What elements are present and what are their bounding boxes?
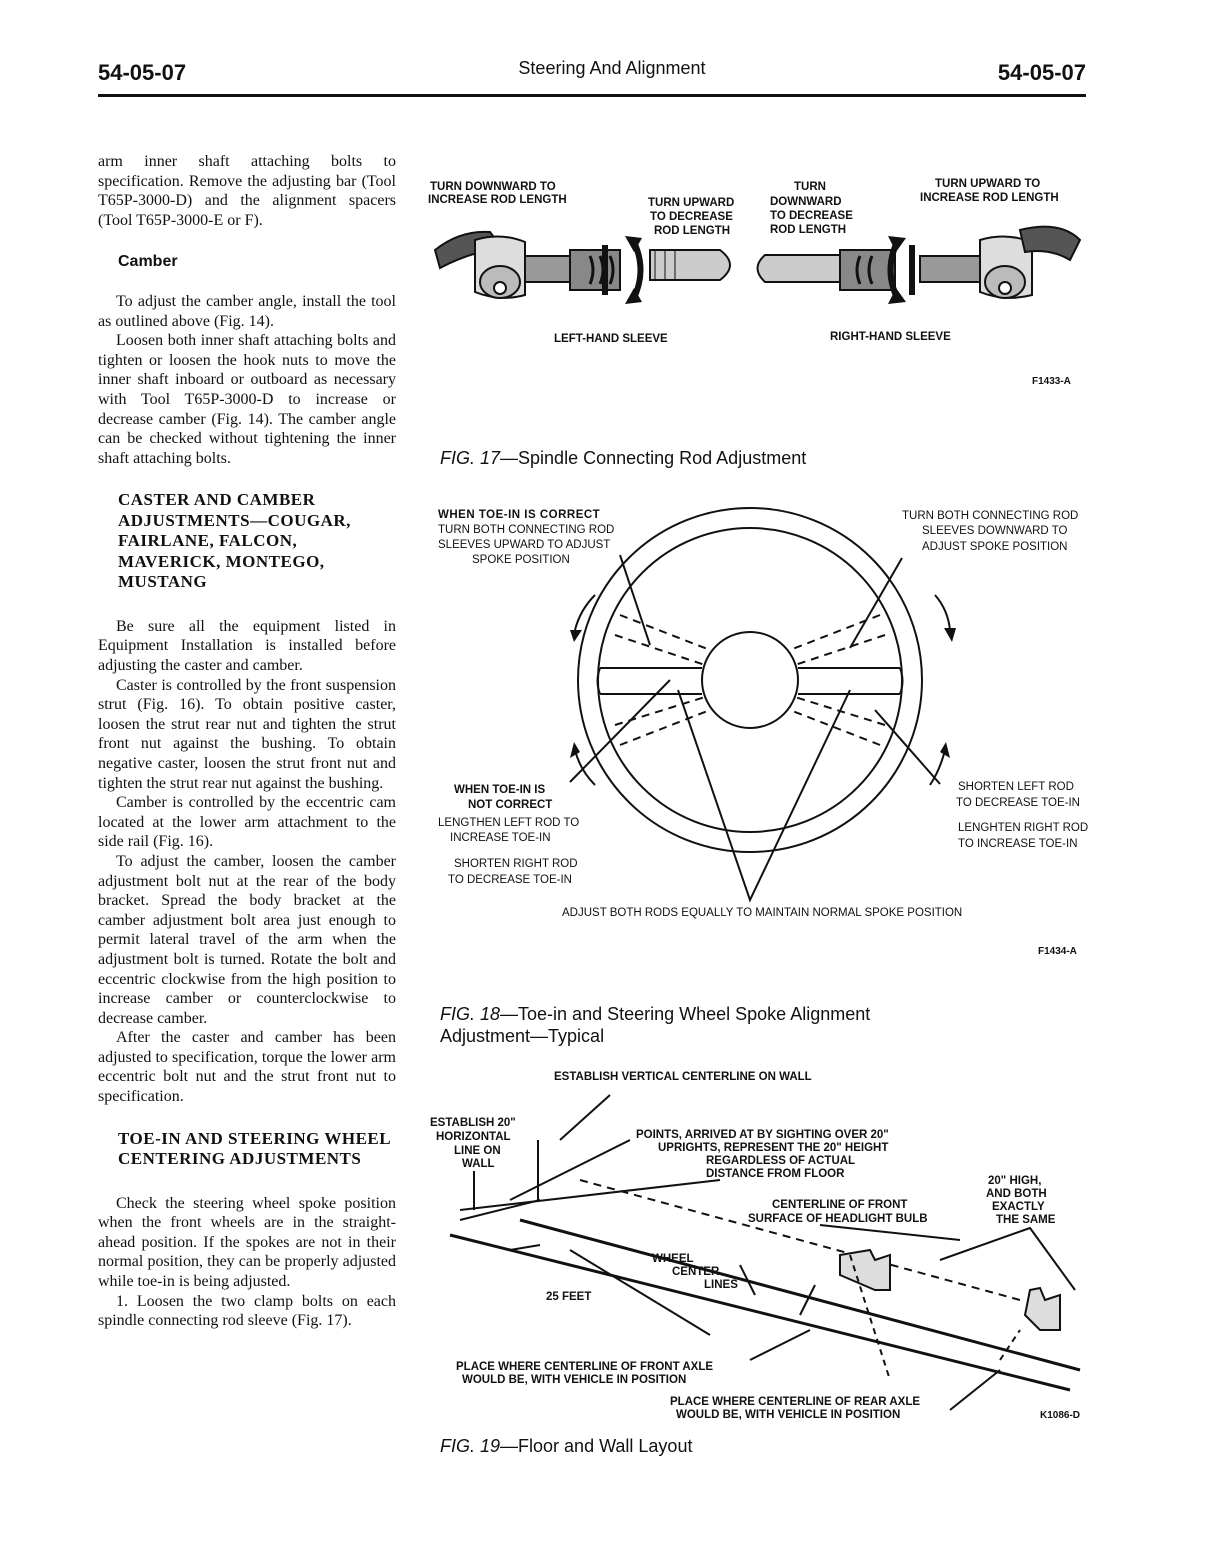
rotation-arrow-right [887,236,915,304]
fig-caption-text: —Spindle Connecting Rod Adjustment [500,448,807,468]
fig19-label: WOULD BE, WITH VEHICLE IN POSITION [676,1409,900,1421]
fig17-label: TURN DOWNWARD TO [430,181,556,193]
fig18-label: TO INCREASE TOE-IN [958,838,1078,850]
page-number-left: 54-05-07 [98,60,187,85]
paragraph: Loosen both inner shaft attaching bolts … [98,332,396,467]
fig19-label: REGARDLESS OF ACTUAL [706,1155,855,1167]
paragraph: To adjust the camber, loosen the camber … [98,852,396,1027]
fig18-label: LENGTHEN LEFT ROD TO [438,817,579,829]
right-hand-sleeve-label: RIGHT-HAND SLEEVE [830,331,951,343]
fig19-label: 20" HIGH, [988,1175,1041,1187]
paragraph: Camber is controlled by the eccentric ca… [98,794,396,851]
fig17-label: TURN [794,181,826,193]
fig19-label: PLACE WHERE CENTERLINE OF REAR AXLE [670,1396,920,1408]
fig17-label: INCREASE ROD LENGTH [920,192,1059,204]
fig17-caption: FIG. 17—Spindle Connecting Rod Adjustmen… [440,448,806,469]
fig19-caption: FIG. 19—Floor and Wall Layout [440,1436,692,1457]
fig19-label: HORIZONTAL [436,1131,511,1143]
fig19-label: LINE ON [454,1145,501,1157]
page-number-right: 54-05-07 [997,60,1086,85]
fig18-label: SHORTEN LEFT ROD [958,781,1074,793]
fig17-label: ROD LENGTH [654,225,730,237]
fig18-steering-wheel: WHEN TOE-IN IS CORRECT TURN BOTH CONNECT… [438,507,1088,957]
figure-code: F1434-A [1038,946,1077,957]
fig19-label: WHEEL [652,1253,694,1265]
figure-code: F1433-A [1032,376,1071,387]
fig18-label: WHEN TOE-IN IS CORRECT [438,509,600,521]
fig17-label: TO DECREASE [770,210,853,222]
fig18-label: TO DECREASE TOE-IN [448,874,572,886]
fig17-label: TURN UPWARD [648,197,734,209]
fig-number: FIG. 19 [440,1436,501,1456]
fig17-label: TURN UPWARD TO [935,178,1040,190]
fig-caption-text: —Floor and Wall Layout [500,1436,693,1456]
paragraph: To adjust the camber angle, install the … [98,292,396,330]
fig19-floor-wall-layout: ESTABLISH VERTICAL CENTERLINE ON WALL ES… [430,1071,1081,1421]
fig17-label: INCREASE ROD LENGTH [428,194,567,206]
fig19-label: POINTS, ARRIVED AT BY SIGHTING OVER 20" [636,1129,889,1141]
rotation-arrows [570,594,956,786]
fig19-label: AND BOTH [986,1188,1047,1200]
fig-number: FIG. 17 [440,448,501,468]
fig17-label: ROD LENGTH [770,224,846,236]
fig18-label: SHORTEN RIGHT ROD [454,858,578,870]
fig18-label: SPOKE POSITION [472,554,570,566]
fig19-label: WOULD BE, WITH VEHICLE IN POSITION [462,1374,686,1386]
header-rule [98,94,1086,97]
fig-caption-text: Adjustment—Typical [440,1026,605,1046]
fig18-label: ADJUST SPOKE POSITION [922,541,1068,553]
left-sleeve-drawing [433,230,731,299]
fig18-label: TO DECREASE TOE-IN [956,797,1080,809]
fig18-label: SLEEVES DOWNWARD TO [922,525,1068,537]
fig19-label: PLACE WHERE CENTERLINE OF FRONT AXLE [456,1361,713,1373]
fig-caption-text: —Toe-in and Steering Wheel Spoke Alignme… [500,1004,871,1024]
paragraph: 1. Loosen the two clamp bolts on each sp… [98,1292,396,1330]
fig19-label: SURFACE OF HEADLIGHT BULB [748,1213,928,1225]
paragraph: After the caster and camber has been adj… [98,1029,396,1106]
heading-camber: Camber [118,253,178,271]
fig19-label: EXACTLY [992,1201,1045,1213]
fig19-label: THE SAME [996,1214,1056,1226]
fig19-label: UPRIGHTS, REPRESENT THE 20" HEIGHT [658,1142,888,1154]
fig18-label: SLEEVES UPWARD TO ADJUST [438,539,610,551]
heading-caster-camber: CASTER AND CAMBER ADJUSTMENTS—COUGAR, FA… [118,490,351,592]
fig18-label: LENGHTEN RIGHT ROD [958,822,1088,834]
left-column: arm inner shaft attaching bolts to speci… [98,152,396,1331]
paragraph: Caster is controlled by the front suspen… [98,676,396,792]
fig19-label: ESTABLISH 20" [430,1117,516,1129]
heading-toe-in: TOE-IN AND STEERING WHEEL CENTERING ADJU… [118,1128,391,1169]
fig17-label: TO DECREASE [650,211,733,223]
right-sleeve-drawing [756,225,1082,299]
fig18-label: INCREASE TOE-IN [450,832,551,844]
fig18-label: NOT CORRECT [468,799,552,811]
paragraph: arm inner shaft attaching bolts to speci… [98,153,396,229]
page-title: Steering And Alignment [518,58,706,78]
figure-code: K1086-D [1040,1410,1080,1421]
fig18-label: WHEN TOE-IN IS [454,784,545,796]
fig19-label: DISTANCE FROM FLOOR [706,1168,845,1180]
fig19-label: WALL [462,1158,495,1170]
fig17-label: DOWNWARD [770,196,842,208]
fig18-bottom-label: ADJUST BOTH RODS EQUALLY TO MAINTAIN NOR… [562,907,962,919]
layout-drawing [449,1094,1081,1411]
fig19-label: 25 FEET [546,1291,591,1303]
paragraph: Check the steering wheel spoke position … [98,1194,396,1291]
fig18-label: TURN BOTH CONNECTING ROD [438,524,614,536]
steering-wheel-drawing [569,507,941,903]
rotation-arrow-left [602,236,644,304]
fig19-label: LINES [704,1279,738,1291]
fig-number: FIG. 18 [440,1004,501,1024]
left-hand-sleeve-label: LEFT-HAND SLEEVE [554,333,668,345]
paragraph: Be sure all the equipment listed in Equi… [98,617,396,674]
fig18-label: TURN BOTH CONNECTING ROD [902,510,1078,522]
fig18-caption: FIG. 18—Toe-in and Steering Wheel Spoke … [440,1003,870,1047]
fig19-label: ESTABLISH VERTICAL CENTERLINE ON WALL [554,1071,812,1083]
fig17-illustration: TURN DOWNWARD TO INCREASE ROD LENGTH TUR… [428,178,1082,387]
fig19-label: CENTERLINE OF FRONT [772,1199,907,1211]
